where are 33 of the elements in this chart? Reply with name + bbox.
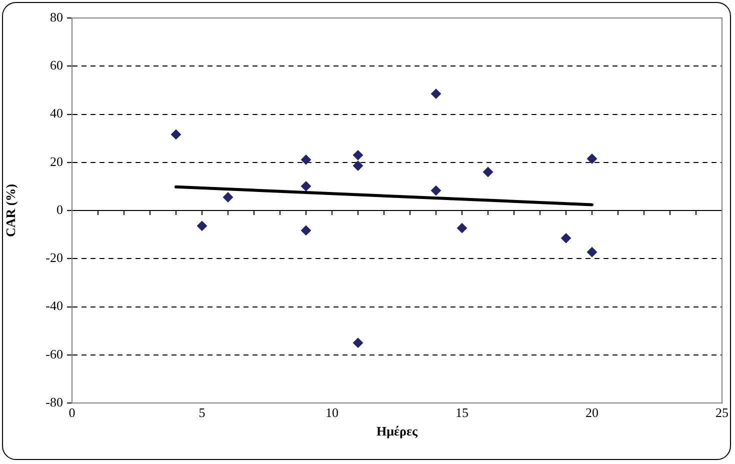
x-tick-label: 25 bbox=[716, 405, 728, 420]
point bbox=[431, 88, 441, 99]
point bbox=[301, 154, 311, 165]
y-tick-label: -80 bbox=[46, 394, 63, 410]
point bbox=[431, 186, 441, 196]
point bbox=[483, 167, 493, 177]
point bbox=[197, 220, 207, 231]
x-tick-label: 10 bbox=[326, 405, 338, 420]
point bbox=[171, 129, 181, 140]
point bbox=[353, 150, 363, 160]
y-tick-label: -20 bbox=[46, 250, 63, 266]
point bbox=[301, 181, 311, 192]
y-tick-label: 60 bbox=[50, 58, 63, 73]
x-axis-title: Ημέρες bbox=[376, 424, 418, 439]
x-tick-label: 15 bbox=[456, 405, 468, 420]
y-tick-label: -60 bbox=[46, 346, 63, 362]
point bbox=[223, 192, 233, 202]
point bbox=[561, 233, 571, 244]
x-tick-label: 0 bbox=[68, 405, 76, 420]
point bbox=[587, 154, 597, 164]
y-tick-label: 40 bbox=[50, 106, 63, 121]
point bbox=[457, 223, 467, 234]
y-tick-label: 80 bbox=[50, 9, 63, 24]
y-tick-label: 20 bbox=[50, 154, 63, 169]
y-axis-title: CAR (%) bbox=[3, 184, 18, 238]
point bbox=[353, 160, 363, 171]
point bbox=[301, 225, 311, 236]
x-tick-label: 20 bbox=[586, 405, 598, 420]
y-tick-label: 0 bbox=[56, 202, 63, 217]
point bbox=[587, 247, 597, 258]
point bbox=[353, 338, 363, 348]
y-tick-label: -40 bbox=[46, 298, 63, 314]
x-tick-label: 5 bbox=[198, 405, 206, 420]
